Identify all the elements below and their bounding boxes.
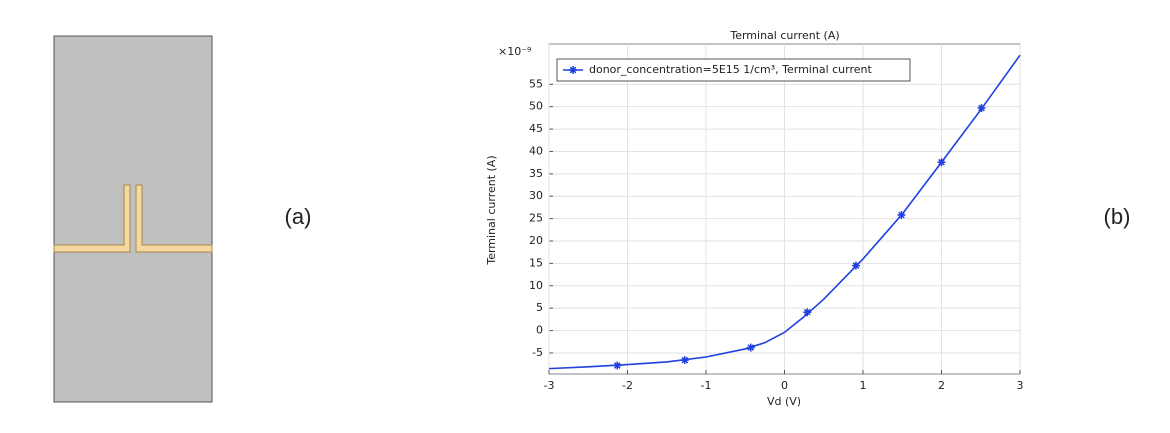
y-tick-label: 0	[536, 324, 543, 337]
device-diagram	[53, 35, 213, 403]
data-marker	[937, 158, 946, 167]
data-line	[548, 54, 1021, 370]
data-marker	[680, 356, 689, 365]
y-tick-label: 55	[529, 77, 543, 90]
panel-label: (a)	[285, 204, 312, 229]
y-tick-label: 15	[529, 256, 543, 269]
y-tick-label: 45	[529, 122, 543, 135]
x-tick-label: 1	[860, 379, 867, 392]
y-tick-label: 50	[529, 100, 543, 113]
y-tick-label: 30	[529, 189, 543, 202]
x-tick-label: -2	[622, 379, 633, 392]
x-tick-label: -1	[701, 379, 712, 392]
data-marker	[977, 104, 986, 113]
x-tick-label: -3	[544, 379, 555, 392]
x-axis-label: Vd (V)	[767, 395, 801, 408]
data-marker	[897, 211, 906, 220]
y-axis-label: Terminal current (A)	[485, 155, 498, 265]
x-tick-label: 0	[781, 379, 788, 392]
panel-label: (b)	[1104, 204, 1131, 229]
data-marker	[803, 308, 812, 317]
data-marker	[746, 343, 755, 352]
y-tick-label: -5	[532, 346, 543, 359]
y-tick-label: 35	[529, 167, 543, 180]
y-tick-label: 20	[529, 234, 543, 247]
legend-swatch	[569, 66, 577, 74]
y-multiplier: ×10⁻⁹	[498, 45, 531, 58]
x-tick-label: 3	[1017, 379, 1024, 392]
y-tick-label: 40	[529, 144, 543, 157]
data-marker	[851, 261, 860, 270]
data-marker	[613, 361, 622, 370]
y-tick-label: 25	[529, 212, 543, 225]
legend-label: donor_concentration=5E15 1/cm³, Terminal…	[589, 63, 873, 76]
chart-title: Terminal current (A)	[729, 29, 839, 42]
y-tick-label: 5	[536, 301, 543, 314]
legend-box	[556, 58, 911, 82]
x-tick-label: 2	[938, 379, 945, 392]
y-tick-label: 10	[529, 279, 543, 292]
